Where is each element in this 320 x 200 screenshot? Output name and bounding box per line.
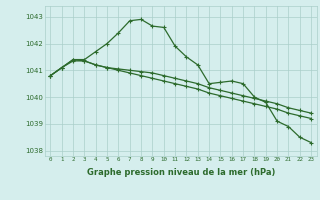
X-axis label: Graphe pression niveau de la mer (hPa): Graphe pression niveau de la mer (hPa) xyxy=(87,168,275,177)
